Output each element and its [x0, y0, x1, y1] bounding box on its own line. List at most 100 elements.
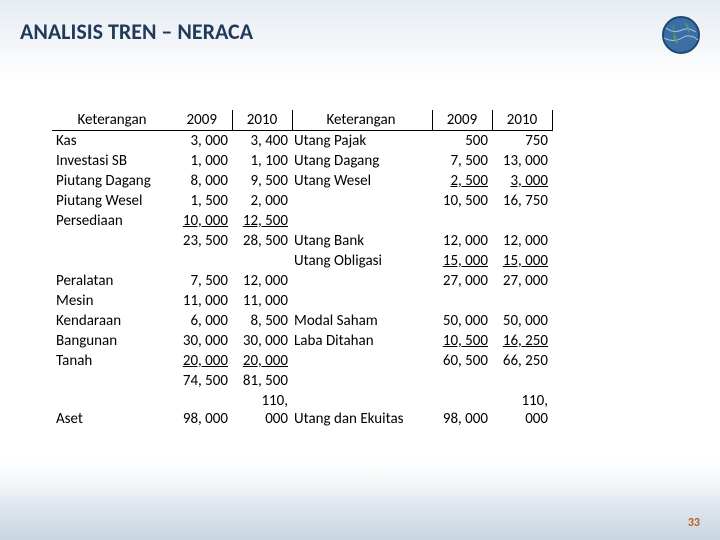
right-label: Utang Bank [292, 231, 432, 251]
right-2009: 2, 500 [432, 171, 492, 191]
right-2009: 50, 000 [432, 311, 492, 331]
table-header-row: Keterangan 2009 2010 Keterangan 2009 201… [52, 110, 552, 131]
left-label: Aset [52, 391, 172, 429]
left-2010: 81, 500 [232, 371, 292, 391]
right-2009: 15, 000 [432, 251, 492, 271]
right-label: Utang Pajak [292, 131, 432, 152]
right-2010: 13, 000 [492, 151, 552, 171]
left-2009: 6, 000 [172, 311, 232, 331]
left-2010: 28, 500 [232, 231, 292, 251]
left-2009: 10, 000 [172, 211, 232, 231]
right-label [292, 191, 432, 211]
table-row: Kas3, 0003, 400Utang Pajak500750 [52, 131, 552, 152]
left-2010: 20, 000 [232, 351, 292, 371]
right-2010 [492, 371, 552, 391]
left-2009: 7, 500 [172, 271, 232, 291]
table-row: 23, 50028, 500Utang Bank12, 00012, 000 [52, 231, 552, 251]
table-row: Peralatan7, 50012, 00027, 00027, 000 [52, 271, 552, 291]
left-2009: 74, 500 [172, 371, 232, 391]
table-row: 74, 50081, 500 [52, 371, 552, 391]
right-2009: 500 [432, 131, 492, 152]
left-2010: 110, 000 [232, 391, 292, 429]
table-row: Tanah20, 00020, 00060, 50066, 250 [52, 351, 552, 371]
right-label: Utang Dagang [292, 151, 432, 171]
right-2010: 16, 250 [492, 331, 552, 351]
left-label: Kendaraan [52, 311, 172, 331]
table-row: Utang Obligasi15, 00015, 000 [52, 251, 552, 271]
table-row: Kendaraan6, 0008, 500Modal Saham50, 0005… [52, 311, 552, 331]
left-label: Peralatan [52, 271, 172, 291]
left-2010: 30, 000 [232, 331, 292, 351]
left-label: Investasi SB [52, 151, 172, 171]
globe-icon [660, 14, 702, 56]
table-row: Investasi SB1, 0001, 100Utang Dagang7, 5… [52, 151, 552, 171]
right-2009: 10, 500 [432, 331, 492, 351]
left-2010: 8, 500 [232, 311, 292, 331]
table-row: Aset98, 000110, 000Utang dan Ekuitas98, … [52, 391, 552, 429]
left-2010: 1, 100 [232, 151, 292, 171]
right-2010: 16, 750 [492, 191, 552, 211]
hdr-right-2010: 2010 [492, 110, 552, 131]
right-label [292, 291, 432, 311]
balance-table: Keterangan 2009 2010 Keterangan 2009 201… [52, 110, 553, 429]
left-label: Kas [52, 131, 172, 152]
hdr-left-2009: 2009 [172, 110, 232, 131]
right-2009 [432, 291, 492, 311]
table-row: Mesin11, 00011, 000 [52, 291, 552, 311]
left-label: Persediaan [52, 211, 172, 231]
left-2010: 12, 500 [232, 211, 292, 231]
page-title: ANALISIS TREN – NERACA [20, 18, 253, 45]
right-2009: 12, 000 [432, 231, 492, 251]
left-label [52, 251, 172, 271]
left-2009: 8, 000 [172, 171, 232, 191]
table-row: Persediaan10, 00012, 500 [52, 211, 552, 231]
right-label: Utang Wesel [292, 171, 432, 191]
right-2009: 27, 000 [432, 271, 492, 291]
right-2009 [432, 371, 492, 391]
left-label [52, 231, 172, 251]
left-2009: 11, 000 [172, 291, 232, 311]
left-2009: 1, 500 [172, 191, 232, 211]
right-label: Modal Saham [292, 311, 432, 331]
left-2009: 3, 000 [172, 131, 232, 152]
left-2009: 23, 500 [172, 231, 232, 251]
right-2009 [432, 211, 492, 231]
left-label: Piutang Dagang [52, 171, 172, 191]
right-2010: 12, 000 [492, 231, 552, 251]
right-2010: 15, 000 [492, 251, 552, 271]
right-2009: 7, 500 [432, 151, 492, 171]
right-label [292, 271, 432, 291]
left-2010 [232, 251, 292, 271]
left-2009: 98, 000 [172, 391, 232, 429]
hdr-right-2009: 2009 [432, 110, 492, 131]
right-2009: 10, 500 [432, 191, 492, 211]
right-2010 [492, 211, 552, 231]
right-label [292, 211, 432, 231]
left-2009 [172, 251, 232, 271]
hdr-left-label: Keterangan [52, 110, 172, 131]
right-label: Utang dan Ekuitas [292, 391, 432, 429]
bottom-gradient [0, 480, 720, 540]
left-2009: 20, 000 [172, 351, 232, 371]
right-2010: 66, 250 [492, 351, 552, 371]
left-2010: 3, 400 [232, 131, 292, 152]
left-label: Tanah [52, 351, 172, 371]
left-2010: 2, 000 [232, 191, 292, 211]
left-label: Bangunan [52, 331, 172, 351]
table-row: Bangunan30, 00030, 000Laba Ditahan10, 50… [52, 331, 552, 351]
right-2010: 750 [492, 131, 552, 152]
slide: ANALISIS TREN – NERACA Keterangan 2009 2… [0, 0, 720, 540]
left-label [52, 371, 172, 391]
left-label: Piutang Wesel [52, 191, 172, 211]
right-label [292, 371, 432, 391]
right-2009: 98, 000 [432, 391, 492, 429]
page-number: 33 [688, 516, 700, 530]
left-2009: 30, 000 [172, 331, 232, 351]
table-row: Piutang Wesel1, 5002, 000 10, 50016, 750 [52, 191, 552, 211]
left-label: Mesin [52, 291, 172, 311]
left-2010: 11, 000 [232, 291, 292, 311]
right-2010: 3, 000 [492, 171, 552, 191]
table-row: Piutang Dagang8, 0009, 500Utang Wesel2, … [52, 171, 552, 191]
right-2010 [492, 291, 552, 311]
left-2009: 1, 000 [172, 151, 232, 171]
